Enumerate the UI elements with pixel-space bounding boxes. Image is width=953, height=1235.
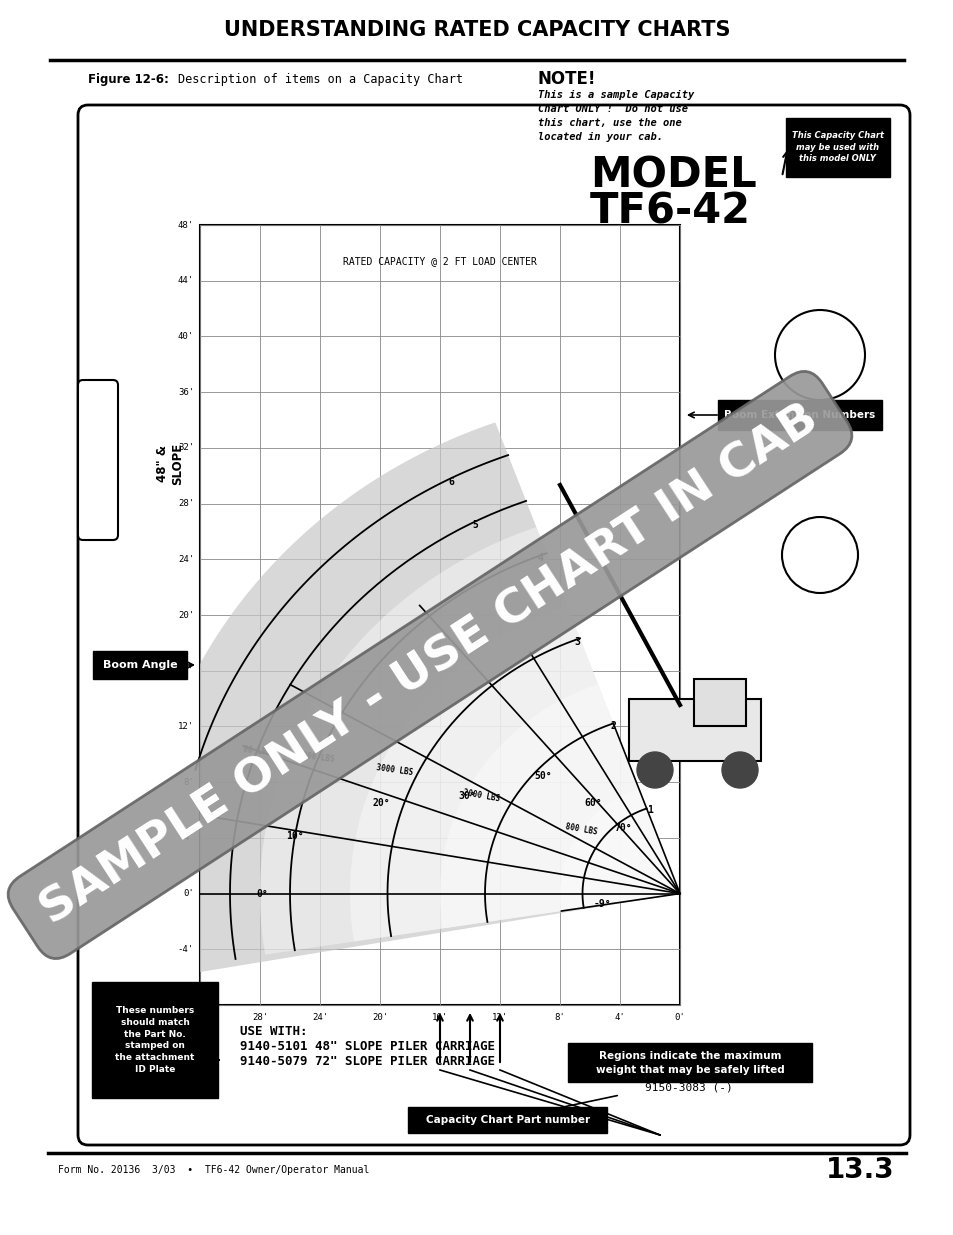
Text: NOTE!: NOTE! — [537, 70, 596, 88]
Polygon shape — [559, 789, 679, 911]
Polygon shape — [200, 422, 679, 972]
Text: 12': 12' — [177, 722, 193, 731]
Text: Description of items on a Capacity Chart: Description of items on a Capacity Chart — [178, 74, 462, 86]
Text: 32': 32' — [177, 443, 193, 452]
Polygon shape — [260, 527, 679, 955]
Text: -8': -8' — [177, 1000, 193, 1009]
Text: TF6-42: TF6-42 — [589, 190, 750, 232]
Text: 4': 4' — [183, 834, 193, 842]
Text: 2000 LBS: 2000 LBS — [462, 788, 499, 803]
Text: Capacity Chart Part number: Capacity Chart Part number — [425, 1115, 590, 1125]
Text: 32': 32' — [192, 1013, 208, 1023]
Text: 00 LBS: 00 LBS — [243, 745, 271, 757]
Text: 6: 6 — [448, 477, 454, 487]
Text: 20': 20' — [372, 1013, 388, 1023]
Text: 28': 28' — [177, 499, 193, 508]
Text: Regions indicate the maximum
weight that may be safely lifted: Regions indicate the maximum weight that… — [595, 1051, 783, 1074]
Polygon shape — [350, 605, 679, 941]
Text: 50°: 50° — [534, 771, 552, 782]
Text: 16': 16' — [432, 1013, 448, 1023]
Text: Boom Extension Numbers: Boom Extension Numbers — [723, 410, 875, 420]
Text: 70°: 70° — [614, 824, 632, 834]
Text: 28': 28' — [252, 1013, 268, 1023]
Text: These numbers
should match
the Part No.
stamped on
the attachment
ID Plate: These numbers should match the Part No. … — [115, 1007, 194, 1074]
Text: Form No. 20136  3/03  •  TF6-42 Owner/Operator Manual: Form No. 20136 3/03 • TF6-42 Owner/Opera… — [58, 1165, 369, 1174]
Text: 10°: 10° — [286, 830, 303, 841]
Text: 1: 1 — [647, 805, 653, 815]
Text: 000 LBS: 000 LBS — [301, 751, 335, 764]
FancyBboxPatch shape — [78, 105, 909, 1145]
Text: 24': 24' — [312, 1013, 328, 1023]
Text: 4: 4 — [537, 553, 543, 563]
Text: 2: 2 — [610, 721, 617, 731]
Text: -4': -4' — [177, 945, 193, 953]
Text: 36': 36' — [177, 388, 193, 396]
Text: 48': 48' — [177, 221, 193, 230]
Text: This is a sample Capacity
Chart ONLY !  Do not use
this chart, use the one
locat: This is a sample Capacity Chart ONLY ! D… — [537, 90, 694, 142]
FancyBboxPatch shape — [92, 651, 187, 679]
Text: SAMPLE ONLY - USE CHART IN CAB: SAMPLE ONLY - USE CHART IN CAB — [33, 396, 826, 934]
Text: 3: 3 — [574, 637, 579, 647]
Text: 60°: 60° — [583, 798, 601, 808]
Text: 24': 24' — [177, 555, 193, 564]
Text: 0': 0' — [183, 889, 193, 898]
FancyBboxPatch shape — [718, 400, 882, 430]
Bar — [200, 225, 679, 1005]
Text: RATED CAPACITY @ 2 FT LOAD CENTER: RATED CAPACITY @ 2 FT LOAD CENTER — [343, 256, 537, 266]
Polygon shape — [439, 684, 679, 929]
Text: MODEL: MODEL — [589, 156, 756, 198]
Text: Figure 12-6:: Figure 12-6: — [88, 74, 169, 86]
FancyBboxPatch shape — [567, 1044, 811, 1082]
Circle shape — [721, 752, 758, 788]
Text: 0°: 0° — [256, 888, 268, 899]
Text: 30°: 30° — [458, 792, 476, 802]
FancyBboxPatch shape — [78, 380, 118, 540]
Text: 20': 20' — [177, 610, 193, 620]
FancyBboxPatch shape — [693, 679, 745, 726]
Text: USE WITH:
9140-5101 48" SLOPE PILER CARRIAGE
9140-5079 72" SLOPE PILER CARRIAGE: USE WITH: 9140-5101 48" SLOPE PILER CARR… — [240, 1025, 495, 1068]
Text: 12': 12' — [492, 1013, 508, 1023]
Text: 40': 40' — [177, 332, 193, 341]
Text: 8': 8' — [554, 1013, 565, 1023]
Text: 9150-3083 (-): 9150-3083 (-) — [644, 1082, 732, 1092]
FancyBboxPatch shape — [785, 119, 889, 177]
Text: UNDERSTANDING RATED CAPACITY CHARTS: UNDERSTANDING RATED CAPACITY CHARTS — [224, 20, 729, 40]
Text: 16': 16' — [177, 666, 193, 676]
Text: 3000 LBS: 3000 LBS — [375, 763, 413, 777]
Text: 13.3: 13.3 — [825, 1156, 894, 1184]
Text: 48" &
SLOPE: 48" & SLOPE — [156, 442, 184, 484]
Text: 20°: 20° — [373, 798, 390, 808]
Text: 0': 0' — [674, 1013, 684, 1023]
Text: This Capacity Chart
may be used with
this model ONLY: This Capacity Chart may be used with thi… — [791, 131, 883, 163]
Text: 5: 5 — [473, 520, 478, 530]
Text: 8': 8' — [183, 778, 193, 787]
Text: 800 LBS: 800 LBS — [564, 823, 598, 837]
FancyBboxPatch shape — [408, 1107, 606, 1132]
Text: 4': 4' — [614, 1013, 625, 1023]
Circle shape — [637, 752, 672, 788]
FancyBboxPatch shape — [628, 699, 760, 761]
FancyBboxPatch shape — [91, 982, 218, 1098]
Text: Boom Angle: Boom Angle — [103, 659, 177, 671]
Text: -9°: -9° — [593, 899, 610, 909]
Text: 44': 44' — [177, 277, 193, 285]
